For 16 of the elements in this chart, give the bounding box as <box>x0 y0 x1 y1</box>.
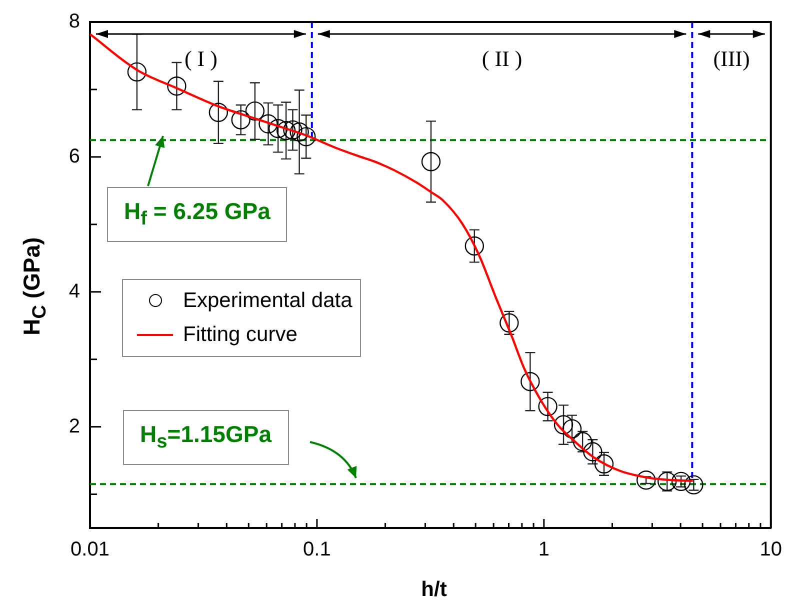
legend-label: Experimental data <box>183 289 352 313</box>
x-tick-label: 1 <box>538 538 550 561</box>
annotation: ( I ) <box>184 46 218 72</box>
annotation: ( II ) <box>482 46 522 72</box>
ref-line-label: H$_{s}$=1.15GPa <box>123 410 288 465</box>
y-tick-label: 2 <box>68 415 80 438</box>
y-tick-label: 6 <box>68 145 80 168</box>
ref-line-label: H$_{f}$ = 6.25 GPa <box>107 187 288 242</box>
y-tick-label: 8 <box>68 10 80 33</box>
x-tick-label: 0.1 <box>303 538 331 561</box>
annotation: (III) <box>713 46 750 72</box>
y-tick-label: 4 <box>68 280 80 302</box>
x-tick-label: 0.01 <box>70 538 110 561</box>
x-tick-label: 10 <box>760 538 782 561</box>
legend-label: Fitting curve <box>183 323 298 347</box>
x-axis-title: h/t <box>420 578 448 602</box>
